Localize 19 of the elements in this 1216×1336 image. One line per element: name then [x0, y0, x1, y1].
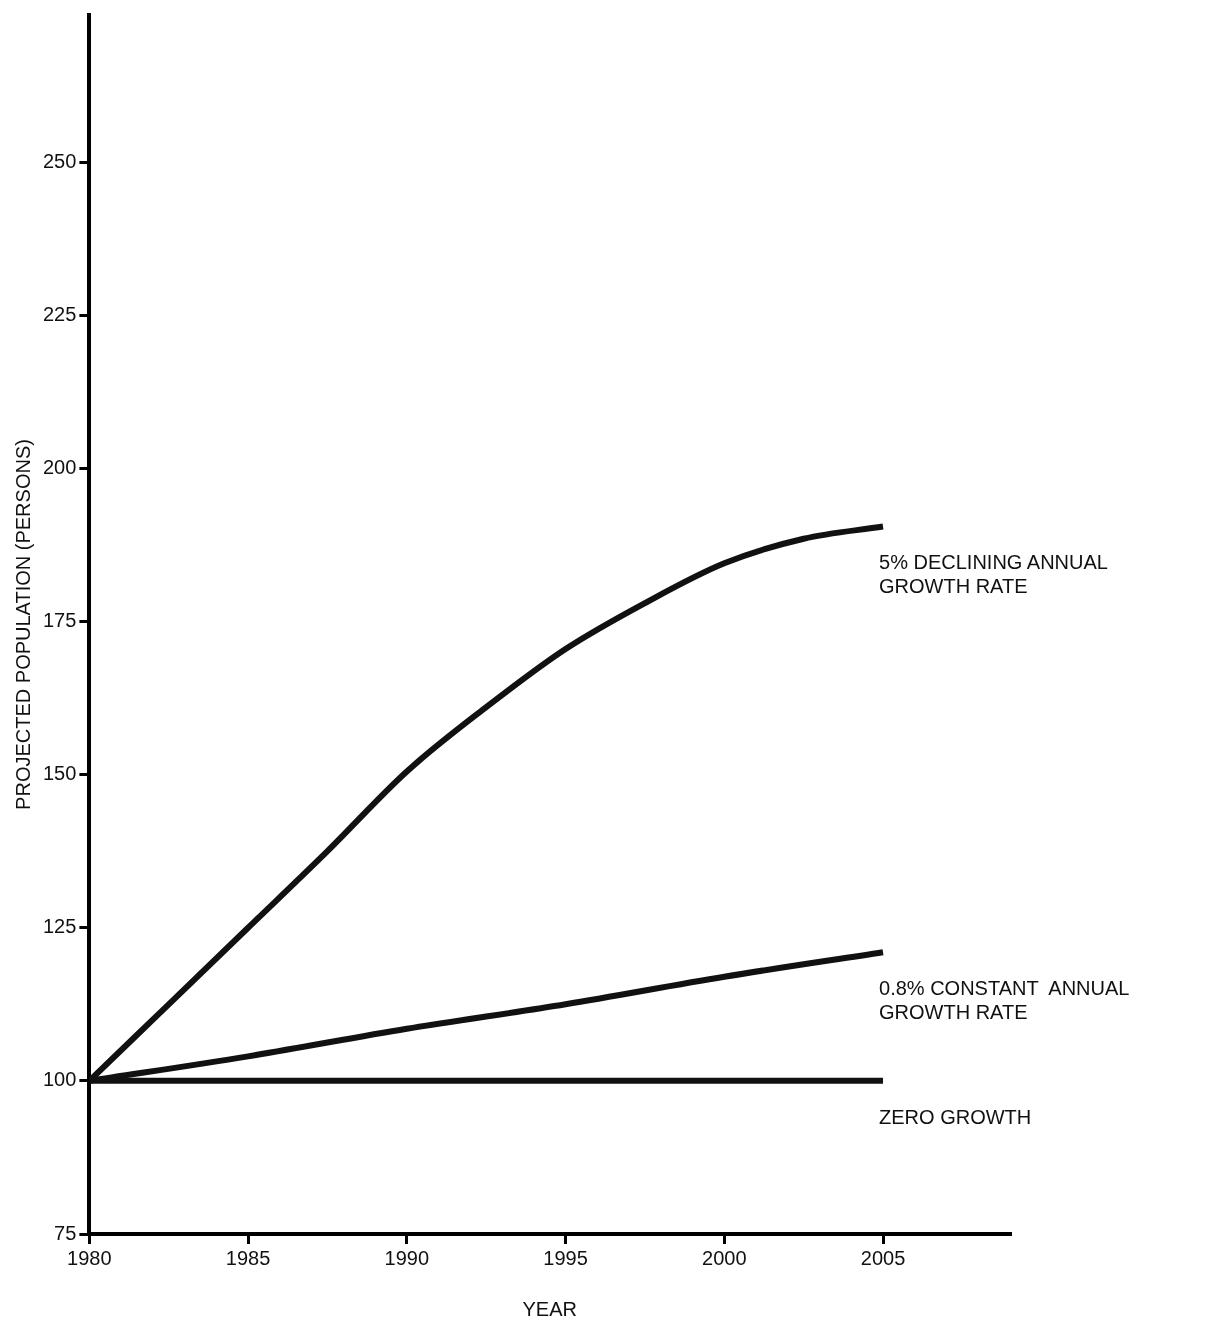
y-tick-label: 250 — [42, 149, 77, 172]
y-tick-label: 225 — [42, 302, 77, 325]
x-tick-label: 2005 — [860, 1246, 906, 1269]
series-label: 0.8% CONSTANT ANNUAL GROWTH RATE — [879, 976, 1130, 1025]
y-tick-label: 200 — [42, 455, 77, 478]
y-axis-title: PROJECTED POPULATION (PERSONS) — [11, 439, 34, 810]
x-tick-label: 1985 — [225, 1246, 271, 1269]
y-tick-label: 125 — [42, 915, 77, 938]
series-label: 5% DECLINING ANNUAL GROWTH RATE — [879, 550, 1108, 599]
y-tick-label: 75 — [54, 1221, 77, 1244]
y-tick-label: 100 — [42, 1068, 77, 1091]
series-label: ZERO GROWTH — [879, 1104, 1032, 1129]
y-tick-label: 150 — [42, 762, 77, 785]
x-tick-label: 2000 — [702, 1246, 747, 1269]
x-tick-label: 1995 — [543, 1246, 588, 1269]
y-tick-label: 175 — [42, 608, 77, 631]
x-tick-label: 1980 — [67, 1246, 112, 1269]
x-axis-title: YEAR — [522, 1297, 577, 1320]
x-tick-label: 1990 — [384, 1246, 430, 1269]
